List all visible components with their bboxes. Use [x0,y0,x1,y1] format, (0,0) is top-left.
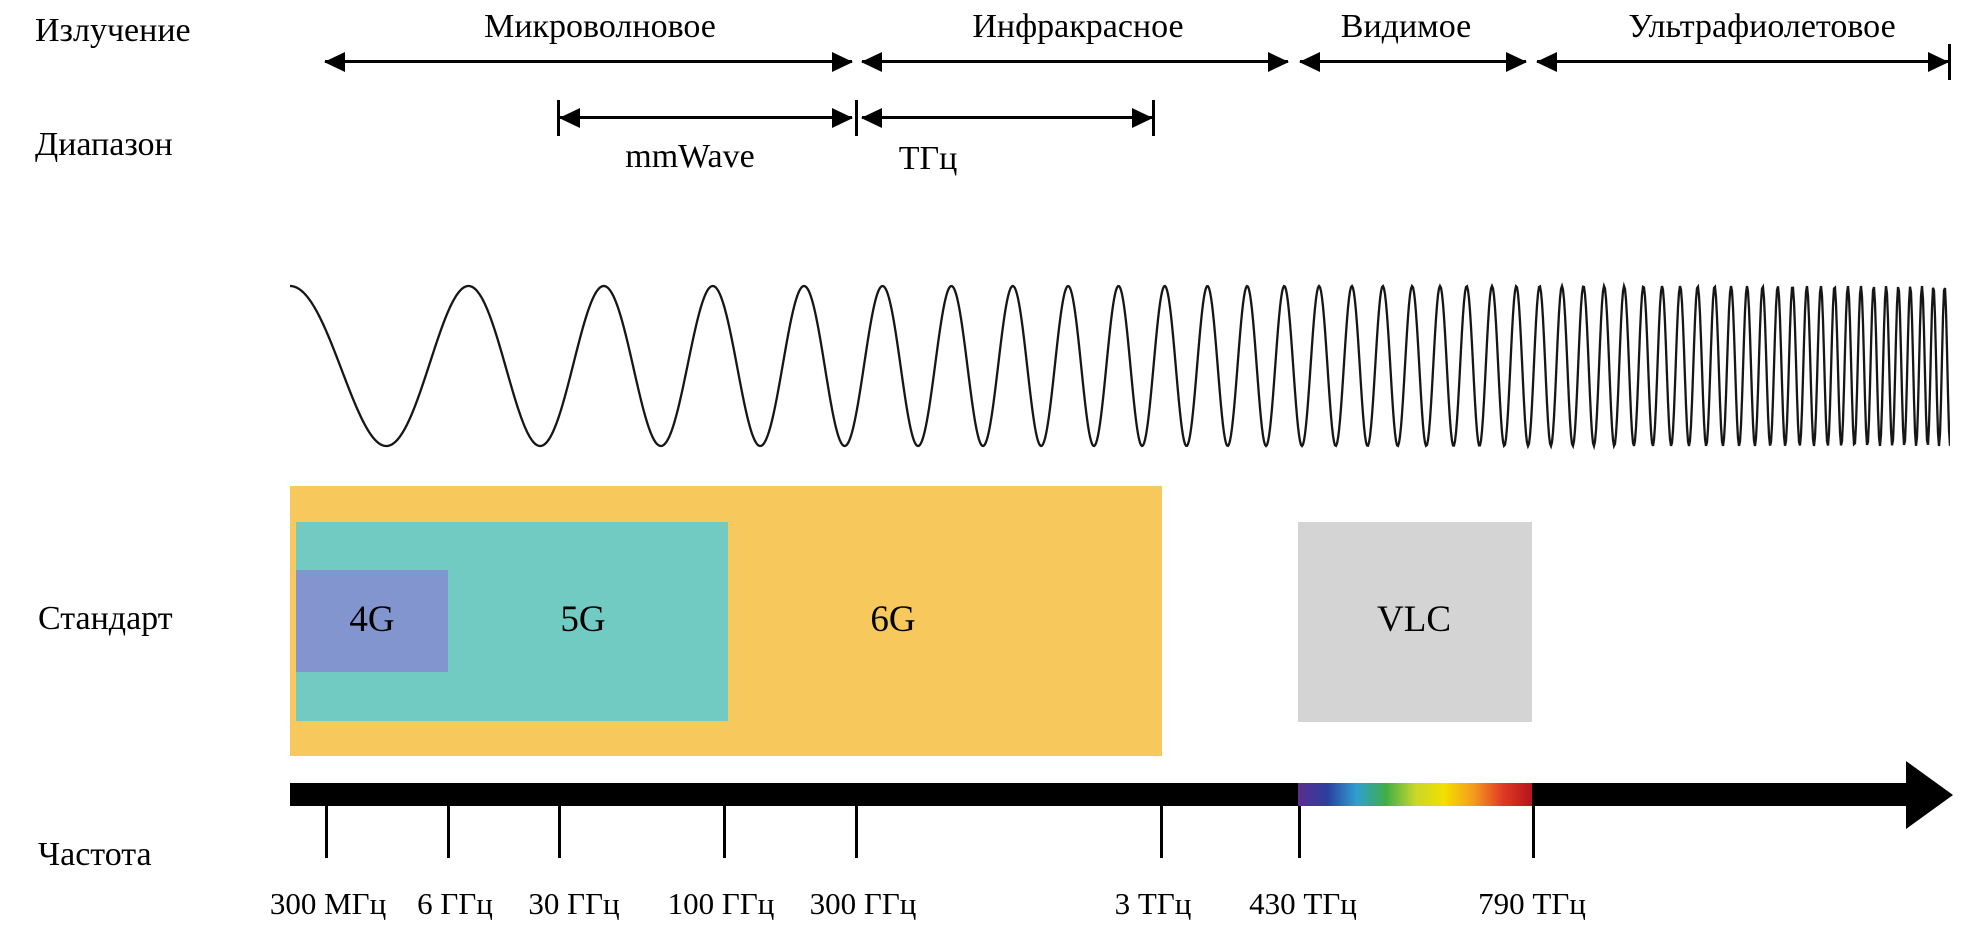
radiation-range-arrow-visible [1300,60,1526,63]
tick-mark [1532,806,1535,858]
tick-mark [855,806,858,858]
tick-label: 30 ГГц [528,886,620,921]
radiation-range-arrow-ultraviolet [1537,60,1948,63]
tick-label: 100 ГГц [667,886,775,921]
tick-label: 430 ТГц [1249,886,1357,921]
standard-block-vlc [1298,522,1532,722]
tick-label: 300 МГц [269,886,387,921]
row-label-radiation: Излучение [35,12,191,49]
arrow-end-bar [1948,44,1951,80]
tick-mark [447,806,450,858]
row-label-band: Диапазон [35,126,173,163]
tick-mark [723,806,726,858]
chirp-wave-path [290,281,1950,451]
tick-label: 6 ГГц [417,886,493,921]
standard-label-6g: 6G [870,599,916,640]
frequency-axis-arrowhead-icon [1906,761,1953,829]
arrow-end-bar [557,100,560,136]
row-label-frequency: Частота [38,836,152,873]
radiation-range-arrow-infrared [862,60,1288,63]
tick-label: 300 ГГц [809,886,917,921]
band-arrow-thz [862,116,1152,119]
band-label-mmwave: mmWave [625,138,755,175]
chirp-wave [290,281,1950,451]
radiation-range-label-infrared: Инфракрасное [972,8,1184,45]
radiation-range-label-microwave: Микроволновое [484,8,716,45]
radiation-range-arrow-microwave [325,60,852,63]
arrow-end-bar [855,100,858,136]
standard-block-4g [296,570,448,672]
tick-mark [1298,806,1301,858]
radiation-range-label-ultraviolet: Ультрафиолетовое [1628,8,1896,45]
tick-label: 790 ТГц [1478,886,1586,921]
standard-label-4g: 4G [349,599,395,640]
arrow-end-bar [1152,100,1155,136]
band-arrow-mmwave [560,116,852,119]
standard-label-5g: 5G [560,599,606,640]
tick-mark [325,806,328,858]
radiation-range-label-visible: Видимое [1340,8,1472,45]
standard-label-vlc: VLC [1377,599,1451,640]
band-label-thz: ТГц [898,140,958,177]
visible-spectrum-band [1298,783,1532,806]
row-label-standard: Стандарт [38,600,173,637]
frequency-axis-bar [290,783,1907,806]
tick-mark [1160,806,1163,858]
tick-label: 3 ТГц [1114,886,1192,921]
tick-mark [558,806,561,858]
